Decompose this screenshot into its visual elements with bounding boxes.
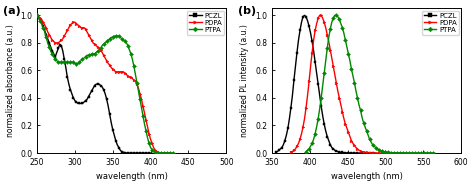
- PTPA: [309, 142, 315, 145]
- Legend: PCZL, PDPA, PTPA: PCZL, PDPA, PTPA: [422, 10, 459, 35]
- PCZL: [348, 152, 354, 154]
- PDPA: [382, 152, 388, 154]
- PDPA: [86, 33, 91, 36]
- PTPA: [51, 56, 56, 58]
- Y-axis label: normalized PL intensity (a.u.): normalized PL intensity (a.u.): [240, 24, 249, 137]
- Text: (b): (b): [238, 6, 256, 16]
- PCZL: [148, 152, 154, 154]
- Line: PTPA: PTPA: [305, 14, 436, 154]
- PTPA: [66, 61, 72, 63]
- PCZL: [125, 152, 131, 154]
- X-axis label: wavelength (nm): wavelength (nm): [96, 172, 168, 181]
- Y-axis label: normalized absorbance (a.u.): normalized absorbance (a.u.): [6, 24, 15, 137]
- PTPA: [69, 61, 75, 63]
- PTPA: [306, 148, 312, 150]
- PDPA: [401, 152, 407, 154]
- Line: PCZL: PCZL: [36, 14, 152, 154]
- PTPA: [303, 151, 309, 153]
- Line: PTPA: PTPA: [36, 14, 174, 154]
- Text: (a): (a): [3, 6, 21, 16]
- PCZL: [73, 101, 79, 103]
- PDPA: [152, 149, 158, 151]
- PDPA: [288, 151, 294, 153]
- PDPA: [365, 151, 371, 154]
- PTPA: [332, 14, 337, 16]
- PTPA: [169, 152, 174, 154]
- PDPA: [102, 57, 108, 59]
- PDPA: [62, 35, 67, 37]
- X-axis label: wavelength (nm): wavelength (nm): [331, 172, 402, 181]
- PCZL: [317, 94, 322, 96]
- PCZL: [305, 20, 310, 22]
- PTPA: [405, 152, 410, 154]
- PTPA: [149, 148, 155, 151]
- Legend: PCZL, PDPA, PTPA: PCZL, PDPA, PTPA: [187, 10, 224, 35]
- PDPA: [160, 152, 165, 154]
- PCZL: [127, 152, 132, 154]
- PTPA: [171, 152, 176, 154]
- PTPA: [432, 152, 438, 154]
- PDPA: [371, 152, 377, 154]
- PCZL: [110, 128, 116, 131]
- PTPA: [367, 138, 373, 140]
- PTPA: [415, 152, 421, 154]
- PDPA: [317, 14, 322, 16]
- PTPA: [34, 14, 40, 16]
- PDPA: [48, 36, 54, 39]
- Line: PCZL: PCZL: [274, 14, 375, 154]
- PCZL: [93, 83, 99, 85]
- PCZL: [301, 14, 307, 16]
- Line: PDPA: PDPA: [36, 14, 172, 154]
- PCZL: [34, 14, 40, 16]
- PCZL: [297, 29, 303, 32]
- PCZL: [371, 152, 377, 154]
- PTPA: [158, 152, 164, 154]
- PDPA: [329, 57, 335, 59]
- PDPA: [34, 14, 40, 16]
- PDPA: [299, 133, 304, 135]
- PDPA: [348, 140, 354, 142]
- PCZL: [319, 105, 324, 107]
- PCZL: [281, 144, 286, 146]
- PDPA: [167, 152, 173, 154]
- PTPA: [317, 108, 322, 110]
- PCZL: [273, 151, 279, 153]
- PTPA: [167, 152, 173, 154]
- PTPA: [397, 152, 403, 154]
- PDPA: [51, 40, 56, 43]
- PCZL: [45, 38, 51, 40]
- PCZL: [353, 152, 359, 154]
- PDPA: [362, 151, 368, 154]
- Line: PDPA: PDPA: [290, 14, 406, 154]
- PCZL: [107, 113, 112, 116]
